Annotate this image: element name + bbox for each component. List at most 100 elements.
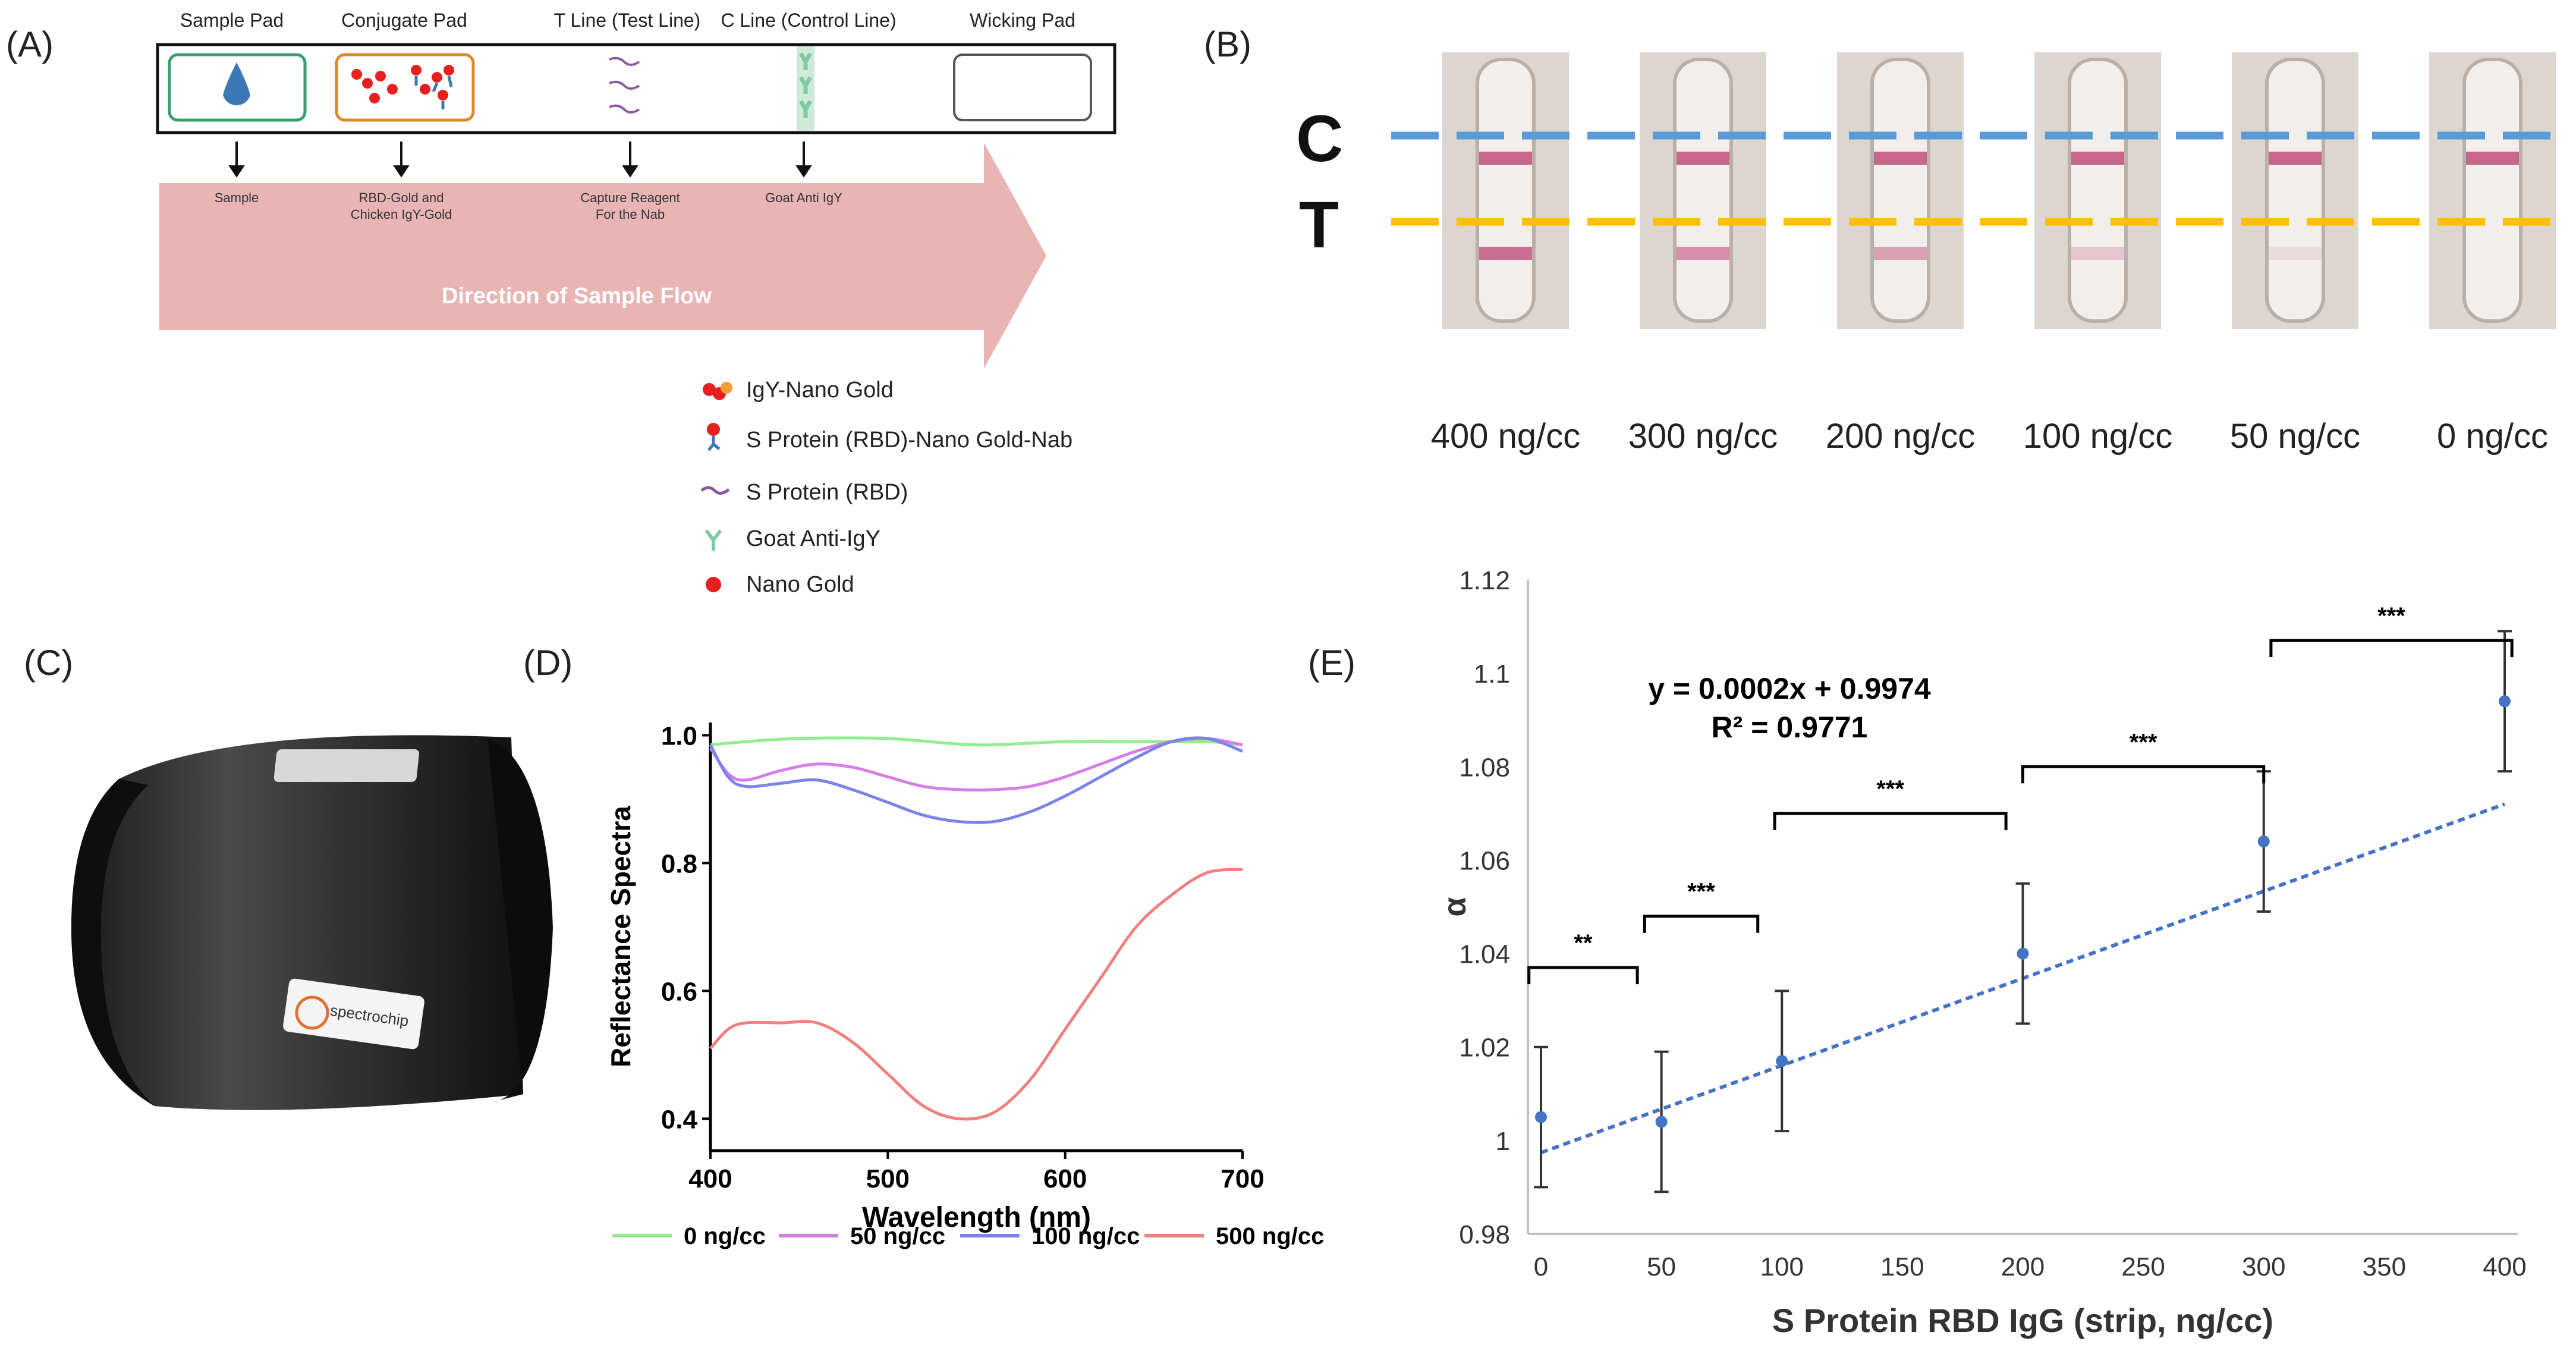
significance-label: *** [2377,603,2405,629]
arrow-label-sample: Sample [215,190,259,205]
reflectance-chart: 0.4 0.6 0.8 1.0 400 500 600 700 Wavelength (nm) R… [605,721,1324,1249]
point-marker [1535,1111,1547,1123]
y-tick-label: 1.1 [1474,659,1510,689]
y-tick-label: 1.02 [1459,1034,1510,1063]
test-strip [1837,52,1964,329]
conjugate-pad [335,53,475,122]
significance-bracket [2269,639,2514,658]
test-strip [2034,52,2161,329]
x-tick-label: 0 [1534,1252,1548,1281]
goat-anti-igy-icon [704,529,722,551]
panel-label-c: (C) [24,643,74,683]
flow-label: Direction of Sample Flow [442,284,712,309]
test-strip [1442,52,1569,329]
t-line-squiggles [609,56,640,114]
c-band [2466,152,2519,165]
c-line-antibodies [797,46,814,131]
t-line-label: T [1299,189,1339,262]
y-tick-label: 1.0 [661,721,697,750]
strip-label: 0 ng/cc [2437,417,2548,456]
schematic-legend: IgY-Nano Gold S Protein (RBD)-Nano Gold-… [700,378,1072,597]
legend-label-0: IgY-Nano Gold [746,378,894,403]
down-arrows [228,142,812,178]
panel-label-a: (A) [6,24,54,64]
point-marker [2257,835,2270,847]
data-point [2015,882,2030,1025]
significance-label: ** [1574,930,1593,956]
strip-photos [1391,52,2565,329]
x-axis-label: S Protein RBD IgG (strip, ng/cc) [1772,1302,2273,1339]
x-tick-label: 400 [688,1164,732,1193]
significance-label: *** [2130,729,2157,755]
test-strip [2232,52,2358,329]
igy-nanogold-icon [703,382,732,400]
point-marker [2499,695,2511,708]
series-line [709,868,1243,1121]
y-tick-label: 0.8 [661,849,697,878]
x-tick-label: 600 [1043,1164,1087,1193]
spectrochip-device: spectrochip [71,735,553,1110]
c-band [2071,152,2124,165]
pad-header-sample: Sample Pad [180,10,284,31]
r-squared: R² = 0.9771 [1712,711,1868,744]
legend-label: 100 ng/cc [1031,1223,1140,1249]
c-band [1874,152,1927,165]
arrow-label-conjugate-2: Chicken IgY-Gold [351,207,452,222]
legend-label: 50 ng/cc [850,1223,945,1249]
pad-header-t-line: T Line (Test Line) [554,10,701,31]
t-band [2269,247,2322,260]
x-tick-label: 350 [2363,1252,2406,1281]
wicking-pad [953,54,1092,121]
arrow-label-capture-2: For the Nab [596,207,665,222]
legend-label-2: S Protein (RBD) [746,480,908,505]
strip-label: 300 ng/cc [1628,417,1778,456]
y-axis-label: α [1437,897,1473,916]
point-marker [2017,947,2029,960]
t-band [1874,247,1927,260]
data-point [1534,1045,1548,1189]
y-tick-label: 1.06 [1459,846,1510,875]
legend-label-3: Goat Anti-IgY [746,526,880,551]
pad-header-conjugate: Conjugate Pad [341,10,467,31]
x-tick-label: 250 [2121,1252,2165,1281]
y-tick-label: 1 [1496,1127,1510,1156]
x-tick-label: 100 [1760,1252,1804,1281]
significance-bracket [1773,812,2008,830]
strip-label: 50 ng/cc [2229,417,2361,456]
data-point [1775,990,1789,1133]
data-point [1654,1050,1669,1193]
series-line [709,737,1243,792]
t-band [2071,247,2124,260]
test-strip [2429,52,2556,329]
point-marker [1655,1116,1668,1128]
x-tick-label: 300 [2242,1252,2285,1281]
alpha-chart: 0.98 1 1.02 1.04 1.06 1.08 1.1 1.12 0 50 100 150 200… [1437,566,2527,1339]
panel-label-b: (B) [1204,24,1251,64]
y-tick-label: 0.6 [661,977,697,1006]
x-tick-label: 150 [1880,1252,1924,1281]
series-line [709,736,1243,824]
lfa-schematic: Sample Pad Conjugate Pad T Line (Test Li… [156,10,1116,597]
c-band [1677,152,1729,165]
significance-label: *** [1687,879,1715,905]
y-tick-label: 1.12 [1459,566,1510,595]
significance-label: *** [1876,776,1904,802]
strip-label: 200 ng/cc [1825,417,1976,456]
significance-bracket [2021,765,2266,784]
c-band [2269,152,2322,165]
x-tick-label: 400 [2483,1252,2526,1281]
significance-bracket [1643,915,1760,933]
x-tick-label: 700 [1221,1164,1264,1193]
conjugate-particles-icon [351,65,454,109]
brand-logo-icon [295,995,329,1030]
arrow-label-conjugate-1: RBD-Gold and [358,190,444,205]
flow-arrow [159,143,1046,369]
y-tick-label: 1.04 [1459,940,1510,969]
arrow-label-goat: Goat Anti IgY [765,190,842,205]
strip-label: 400 ng/cc [1430,417,1581,456]
x-tick-label: 500 [866,1164,910,1193]
c-line-label: C [1296,102,1344,175]
t-band [1479,247,1532,260]
y-tick-label: 0.4 [661,1105,698,1134]
brand-label: spectrochip [283,978,424,1050]
